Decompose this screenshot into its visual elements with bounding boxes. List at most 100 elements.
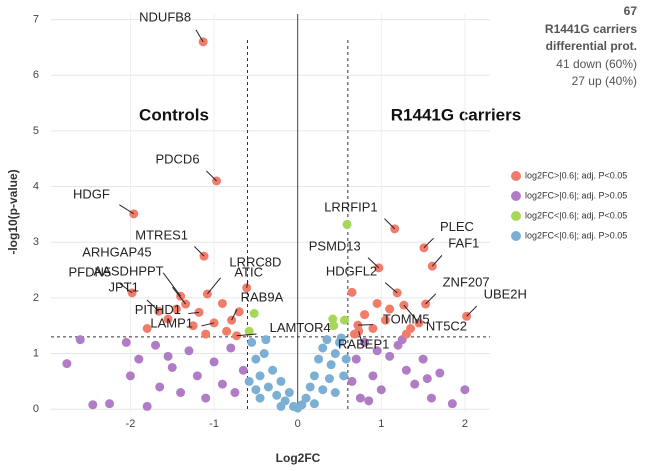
leader-line <box>236 333 257 337</box>
point <box>401 329 411 339</box>
leader-line <box>188 311 200 315</box>
point <box>376 385 386 395</box>
group-label: R1441G carriers <box>391 105 521 124</box>
point <box>222 326 232 336</box>
leader-line <box>425 293 437 305</box>
leader-line <box>384 282 398 294</box>
point <box>151 340 161 350</box>
point-label: UBE2H <box>484 287 527 302</box>
point <box>372 298 382 308</box>
y-tick-label: 7 <box>33 13 39 25</box>
point <box>251 385 261 395</box>
legend-label: log2FC<|0.6|; adj. P<0.05 <box>525 210 627 220</box>
point <box>201 329 211 339</box>
point <box>410 379 420 389</box>
point <box>188 321 198 331</box>
point <box>368 371 378 381</box>
point-label: LAMP1 <box>150 315 193 330</box>
point <box>75 335 85 345</box>
point <box>276 376 286 386</box>
legend-marker <box>511 231 521 241</box>
point <box>62 359 72 369</box>
point <box>435 368 445 378</box>
point <box>385 351 395 361</box>
point-label: PDCD6 <box>155 151 199 166</box>
point <box>255 393 265 403</box>
summary: 41 down (60%) <box>556 57 637 71</box>
point <box>226 343 236 353</box>
leader-line <box>201 322 215 327</box>
y-tick-label: 0 <box>33 403 39 415</box>
point-label: NT5C2 <box>426 319 467 334</box>
point <box>244 326 254 336</box>
point <box>134 354 144 364</box>
group-label: Controls <box>139 105 209 124</box>
summary: 27 up (40%) <box>572 74 637 88</box>
point <box>309 371 319 381</box>
point <box>176 388 186 398</box>
point <box>192 371 202 381</box>
point-label: LRRC8D <box>229 254 281 269</box>
point-label: ARHGAP45 <box>82 245 151 260</box>
point <box>249 308 259 318</box>
point <box>341 354 351 364</box>
point-label: HDGFL2 <box>326 263 377 278</box>
summary: R1441G carriers <box>545 22 637 36</box>
leader-line <box>384 218 396 230</box>
point <box>372 346 382 356</box>
point <box>422 374 432 384</box>
point <box>268 365 278 375</box>
point <box>88 400 98 410</box>
legend-marker <box>511 211 521 221</box>
point <box>263 382 273 392</box>
leader-line <box>206 170 217 182</box>
point <box>301 393 311 403</box>
point <box>355 393 365 403</box>
point <box>184 346 194 356</box>
point-label: MTRES1 <box>135 228 188 243</box>
point <box>322 335 332 345</box>
point <box>380 315 390 325</box>
point-label: LAMTOR4 <box>270 320 331 335</box>
y-axis-title: -log10(p-value) <box>6 169 20 254</box>
point <box>324 374 334 384</box>
legend-marker <box>511 191 521 201</box>
point <box>336 333 346 343</box>
legend-marker <box>511 171 521 181</box>
leader-line <box>195 29 204 43</box>
y-tick-label: 3 <box>33 236 39 248</box>
point <box>330 349 340 359</box>
point <box>447 399 457 409</box>
point <box>314 354 324 364</box>
point-label: AASDHPPT <box>94 263 164 278</box>
leader-line <box>246 281 249 288</box>
point-label: FAF1 <box>448 236 479 251</box>
point <box>255 371 265 381</box>
y-tick-label: 5 <box>33 125 39 137</box>
point <box>167 362 177 372</box>
point-label: ATIC <box>234 264 263 279</box>
leader-line <box>367 257 380 269</box>
point-label: RABEP1 <box>338 337 389 352</box>
y-tick-label: 1 <box>33 347 39 359</box>
point-label: NDUFB8 <box>139 9 191 24</box>
point <box>364 396 374 406</box>
point <box>342 219 352 229</box>
point <box>340 315 350 325</box>
point <box>360 310 370 320</box>
leader-line <box>358 331 363 343</box>
leader-line <box>206 277 221 295</box>
point-label: HDGF <box>73 186 110 201</box>
point <box>247 337 257 347</box>
summary: differential prot. <box>546 39 637 53</box>
point <box>261 335 271 345</box>
x-tick-label: 0 <box>295 418 301 430</box>
y-tick-label: 4 <box>33 180 39 192</box>
point-label: PITHD1 <box>135 302 181 317</box>
point-label: JPT1 <box>109 280 139 295</box>
point <box>209 357 219 367</box>
point <box>305 382 315 392</box>
point-label: RAB9A <box>241 290 284 305</box>
point <box>339 371 349 381</box>
point <box>163 351 173 361</box>
